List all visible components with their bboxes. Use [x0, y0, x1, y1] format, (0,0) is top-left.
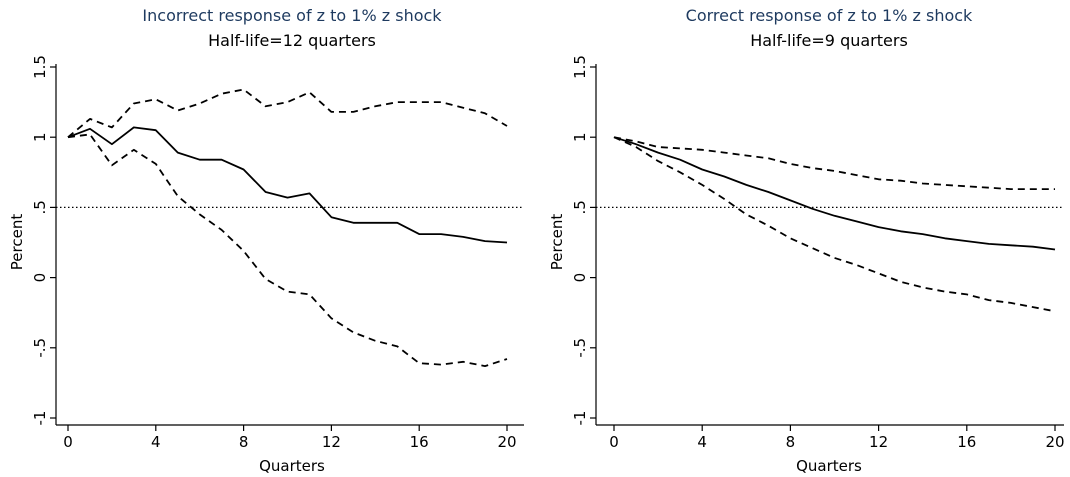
panel-subtitle: Half-life=9 quarters: [750, 31, 908, 50]
y-tick-label: -1: [31, 411, 49, 426]
y-tick-label: 0: [571, 273, 589, 283]
x-tick-label: 0: [63, 433, 73, 451]
panel-title: Correct response of z to 1% z shock: [686, 6, 973, 25]
y-tick-label: -.5: [31, 338, 49, 358]
x-tick-label: 12: [322, 433, 341, 451]
x-tick-label: 8: [239, 433, 249, 451]
x-tick-label: 20: [1045, 433, 1064, 451]
x-axis-label: Quarters: [259, 457, 325, 475]
x-tick-label: 8: [786, 433, 796, 451]
series-layer: [67, 88, 508, 368]
y-tick-label: 1.5: [571, 55, 589, 79]
x-tick-label: 20: [497, 433, 516, 451]
confidence-band-line: [613, 136, 1055, 191]
panel-title: Incorrect response of z to 1% z shock: [142, 6, 442, 25]
y-tick-label: -1: [571, 411, 589, 426]
x-axis-label: Quarters: [796, 457, 862, 475]
x-tick-label: 16: [957, 433, 976, 451]
panel-subtitle: Half-life=12 quarters: [208, 31, 376, 50]
x-tick-label: 16: [410, 433, 429, 451]
y-tick-label: 1: [571, 132, 589, 142]
impulse-response-line: [613, 136, 1056, 251]
x-tick-label: 4: [151, 433, 161, 451]
impulse-response-line: [67, 126, 508, 244]
x-tick-label: 12: [869, 433, 888, 451]
y-tick-label: -.5: [571, 338, 589, 358]
y-tick-label: 1: [31, 132, 49, 142]
confidence-band-line: [67, 88, 508, 138]
axes-layer: -1 -.5 0 .5 1 1.5 0 4 8 12 16 20: [31, 55, 524, 451]
y-tick-label: 0: [31, 273, 49, 283]
axes-layer: -1 -.5 0 .5 1 1.5 0 4 8 12 16 20: [571, 55, 1065, 451]
confidence-band-line: [613, 136, 1056, 313]
x-tick-label: 4: [697, 433, 707, 451]
y-tick-label: .5: [31, 200, 49, 214]
y-axis-label: Percent: [548, 214, 566, 271]
panel-incorrect-response: Incorrect response of z to 1% z shock Ha…: [8, 6, 524, 475]
x-tick-label: 0: [609, 433, 619, 451]
y-axis-label: Percent: [8, 214, 26, 271]
confidence-band-line: [67, 133, 508, 368]
panel-correct-response: Correct response of z to 1% z shock Half…: [548, 6, 1065, 475]
series-layer: [613, 136, 1056, 313]
y-tick-label: .5: [571, 200, 589, 214]
y-tick-label: 1.5: [31, 55, 49, 79]
